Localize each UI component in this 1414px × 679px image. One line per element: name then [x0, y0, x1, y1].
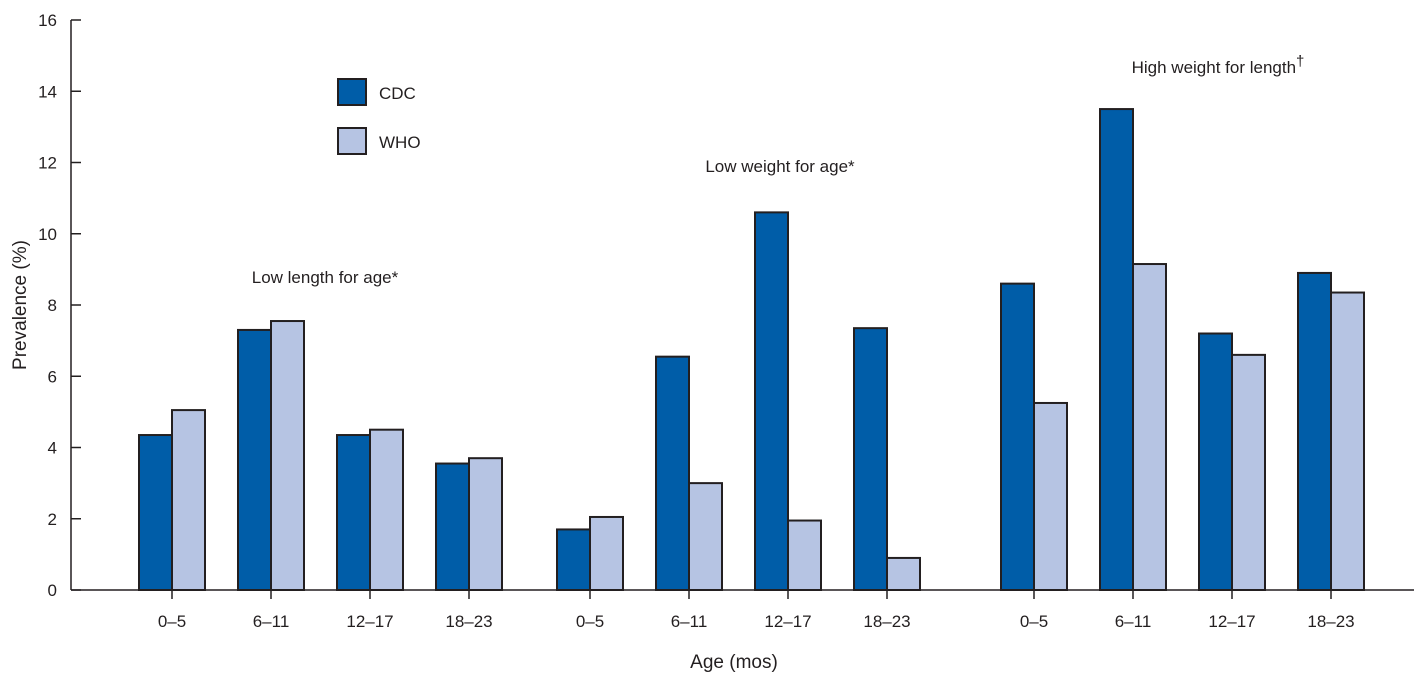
- y-tick-label: 14: [38, 82, 57, 101]
- group-label: High weight for length†: [1132, 53, 1305, 77]
- bar-cdc: [138, 434, 173, 591]
- bar-cdc: [336, 434, 371, 591]
- bar-who: [1330, 291, 1365, 591]
- bar-who: [270, 320, 305, 591]
- y-tick-label: 12: [38, 154, 57, 173]
- bar-cdc: [556, 528, 591, 591]
- x-tick-label: 6–11: [671, 612, 708, 631]
- bar-cdc: [853, 327, 888, 591]
- y-axis: 0 2 4 6 8 10 12 14 16: [38, 11, 81, 600]
- group-label: Low length for age*: [252, 268, 399, 287]
- y-axis-title: Prevalence (%): [10, 240, 31, 370]
- group-label: Low weight for age*: [705, 157, 855, 176]
- x-tick-label: 6–11: [1115, 612, 1152, 631]
- bar-who: [787, 519, 822, 591]
- bar-cdc: [655, 355, 690, 591]
- x-tick-label: 0–5: [1020, 612, 1048, 631]
- bar-who: [688, 482, 723, 591]
- y-tick-label: 16: [38, 11, 57, 30]
- x-axis: 0–5 6–11 12–17 18–23 0–5 6–11 12–17 18–23 0–5 6–1…: [71, 589, 1414, 631]
- bar-who: [171, 409, 206, 591]
- y-tick-label: 8: [48, 296, 57, 315]
- bar-cdc: [435, 462, 470, 591]
- y-tick-label: 2: [48, 510, 57, 529]
- bar-who: [589, 515, 624, 591]
- x-tick-label: 12–17: [1208, 612, 1255, 631]
- y-tick-label: 10: [38, 225, 57, 244]
- bar-who: [886, 556, 921, 591]
- bar-who: [369, 428, 404, 591]
- bar-cdc: [754, 211, 789, 591]
- y-tick-label: 0: [48, 581, 57, 600]
- legend-swatch: [337, 78, 367, 106]
- x-tick-label: 0–5: [158, 612, 186, 631]
- bar-who: [1231, 353, 1266, 591]
- x-tick-label: 12–17: [764, 612, 811, 631]
- bar-cdc: [1099, 108, 1134, 591]
- bar-cdc: [1000, 282, 1035, 591]
- legend: CDC WHO: [337, 78, 421, 155]
- bar-who: [1132, 263, 1167, 591]
- x-tick-label: 0–5: [576, 612, 604, 631]
- x-tick-label: 18–23: [863, 612, 910, 631]
- bar-cdc: [1297, 271, 1332, 591]
- x-tick-label: 18–23: [1307, 612, 1354, 631]
- bar-who: [1033, 401, 1068, 591]
- legend-label: CDC: [379, 84, 416, 103]
- y-tick-label: 4: [48, 439, 57, 458]
- legend-swatch: [337, 127, 367, 155]
- bar-cdc: [237, 328, 272, 591]
- y-tick-label: 6: [48, 367, 57, 386]
- bar-who: [468, 457, 503, 591]
- x-axis-title: Age (mos): [690, 652, 778, 673]
- bar-cdc: [1198, 332, 1233, 591]
- legend-label: WHO: [379, 133, 421, 152]
- x-tick-label: 6–11: [253, 612, 290, 631]
- bars: [138, 108, 1365, 591]
- x-tick-label: 18–23: [445, 612, 492, 631]
- x-tick-label: 12–17: [346, 612, 393, 631]
